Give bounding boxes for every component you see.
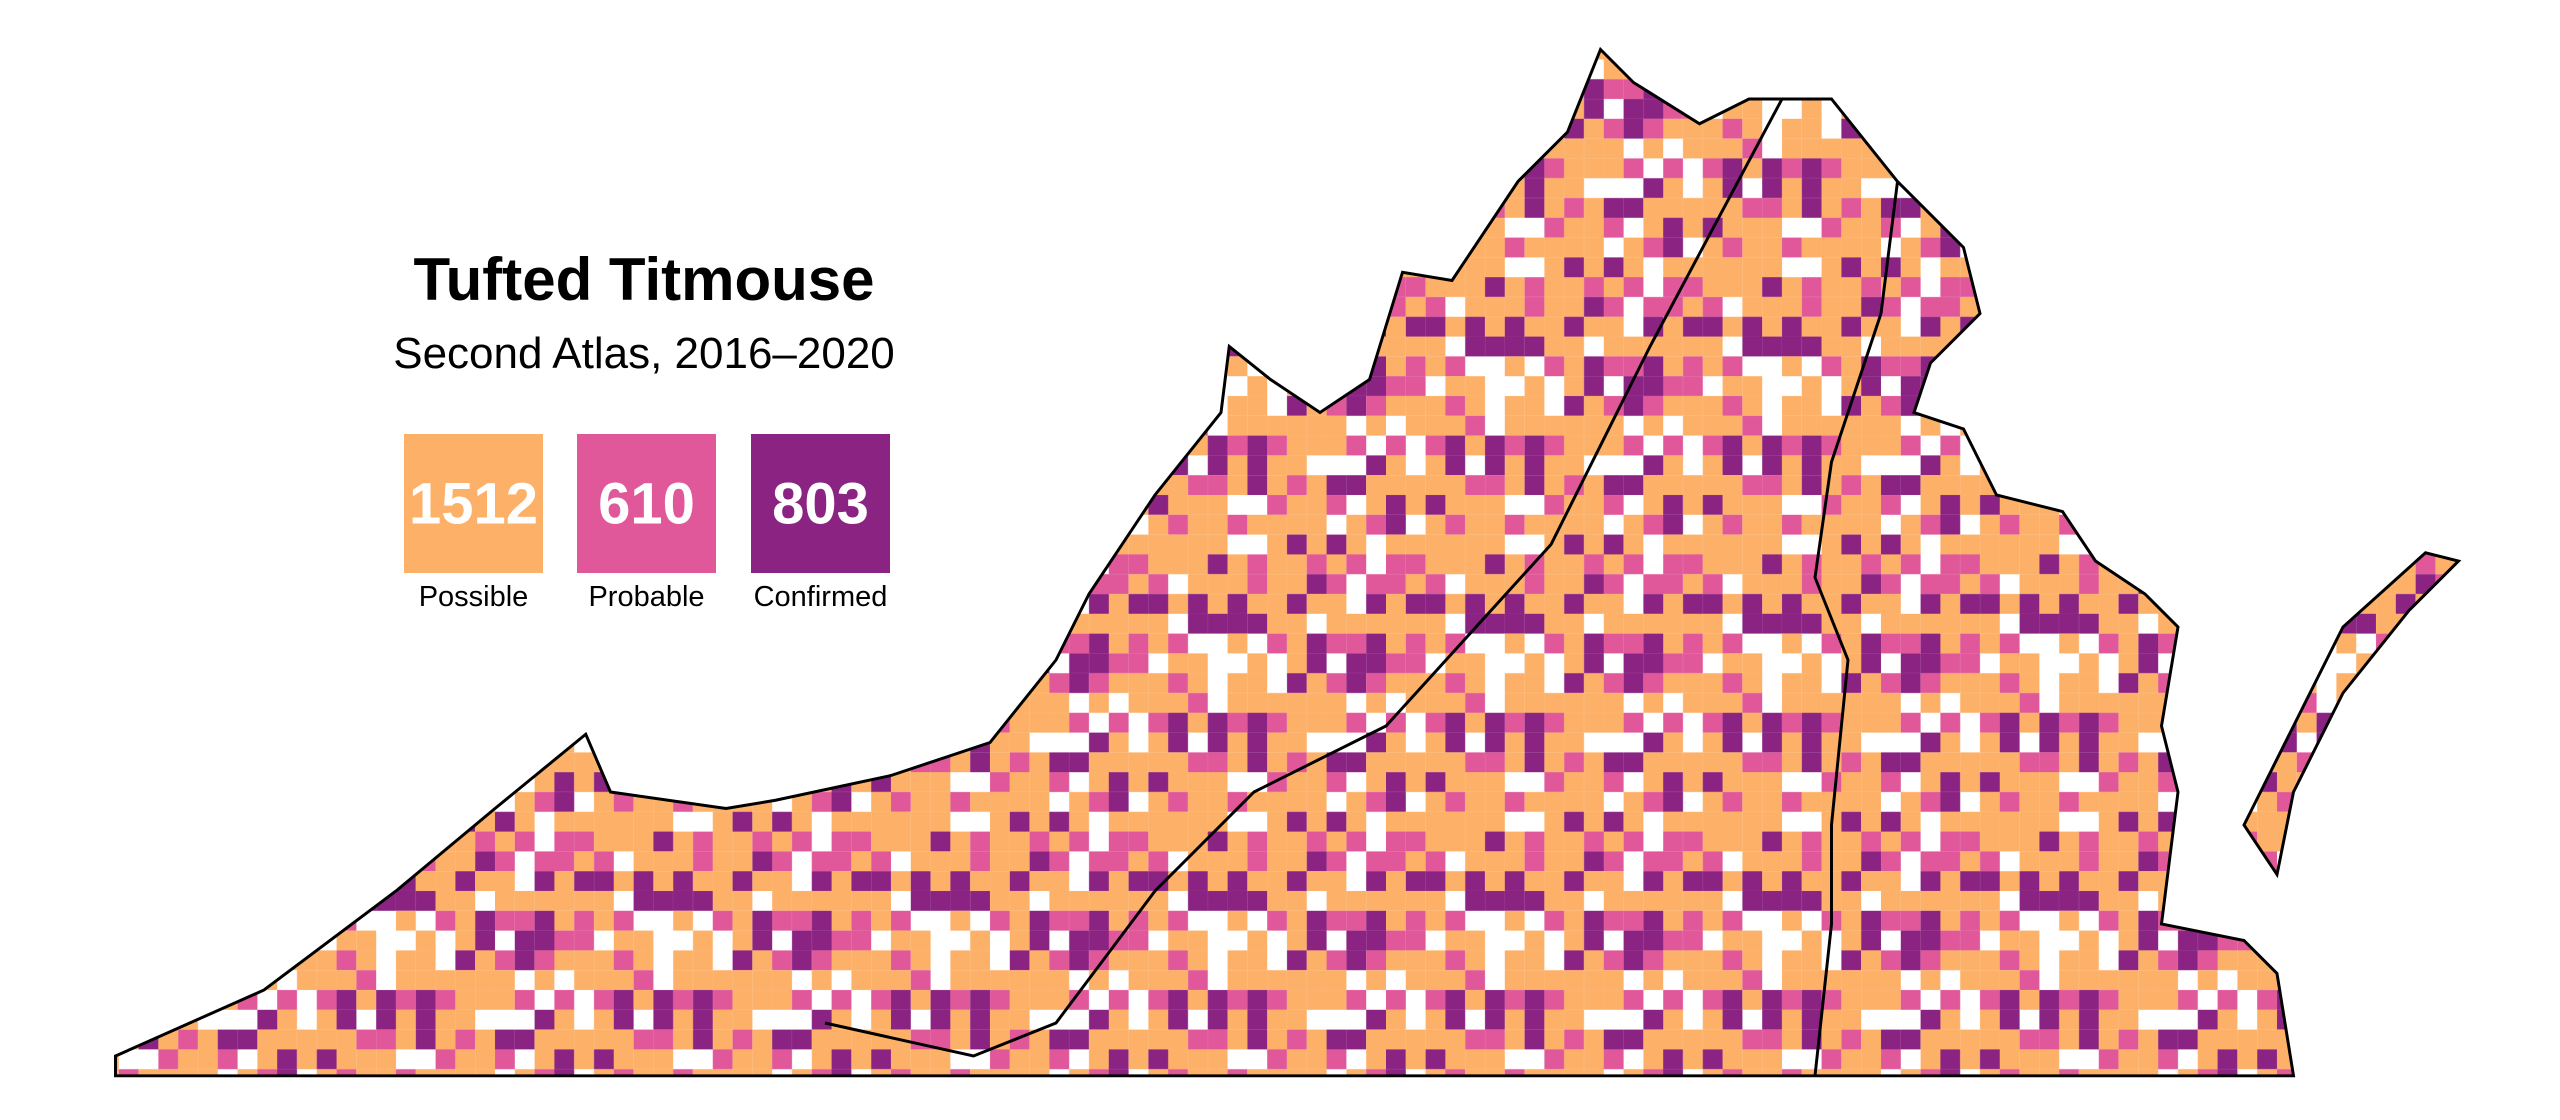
- region-line: [1813, 181, 1899, 1076]
- legend-count: 1512: [409, 472, 538, 537]
- legend-swatch: [577, 434, 716, 573]
- eastern-shore: [2242, 551, 2462, 879]
- state-outline: [114, 46, 2296, 1078]
- region-line: [824, 98, 1784, 1058]
- legend: 1512 Possible 610 Probable 803 Confirmed: [404, 434, 890, 613]
- legend-label: Possible: [419, 581, 529, 613]
- legend-swatch: [404, 434, 543, 573]
- legend-label: Probable: [588, 581, 704, 613]
- legend-swatch: [751, 434, 890, 573]
- map-title: Tufted Titmouse: [413, 246, 874, 313]
- legend-count: 610: [598, 472, 695, 537]
- legend-label: Confirmed: [754, 581, 888, 613]
- map-subtitle: Second Atlas, 2016–2020: [393, 329, 895, 378]
- legend-count: 803: [772, 472, 869, 537]
- state-map: [114, 46, 2462, 1078]
